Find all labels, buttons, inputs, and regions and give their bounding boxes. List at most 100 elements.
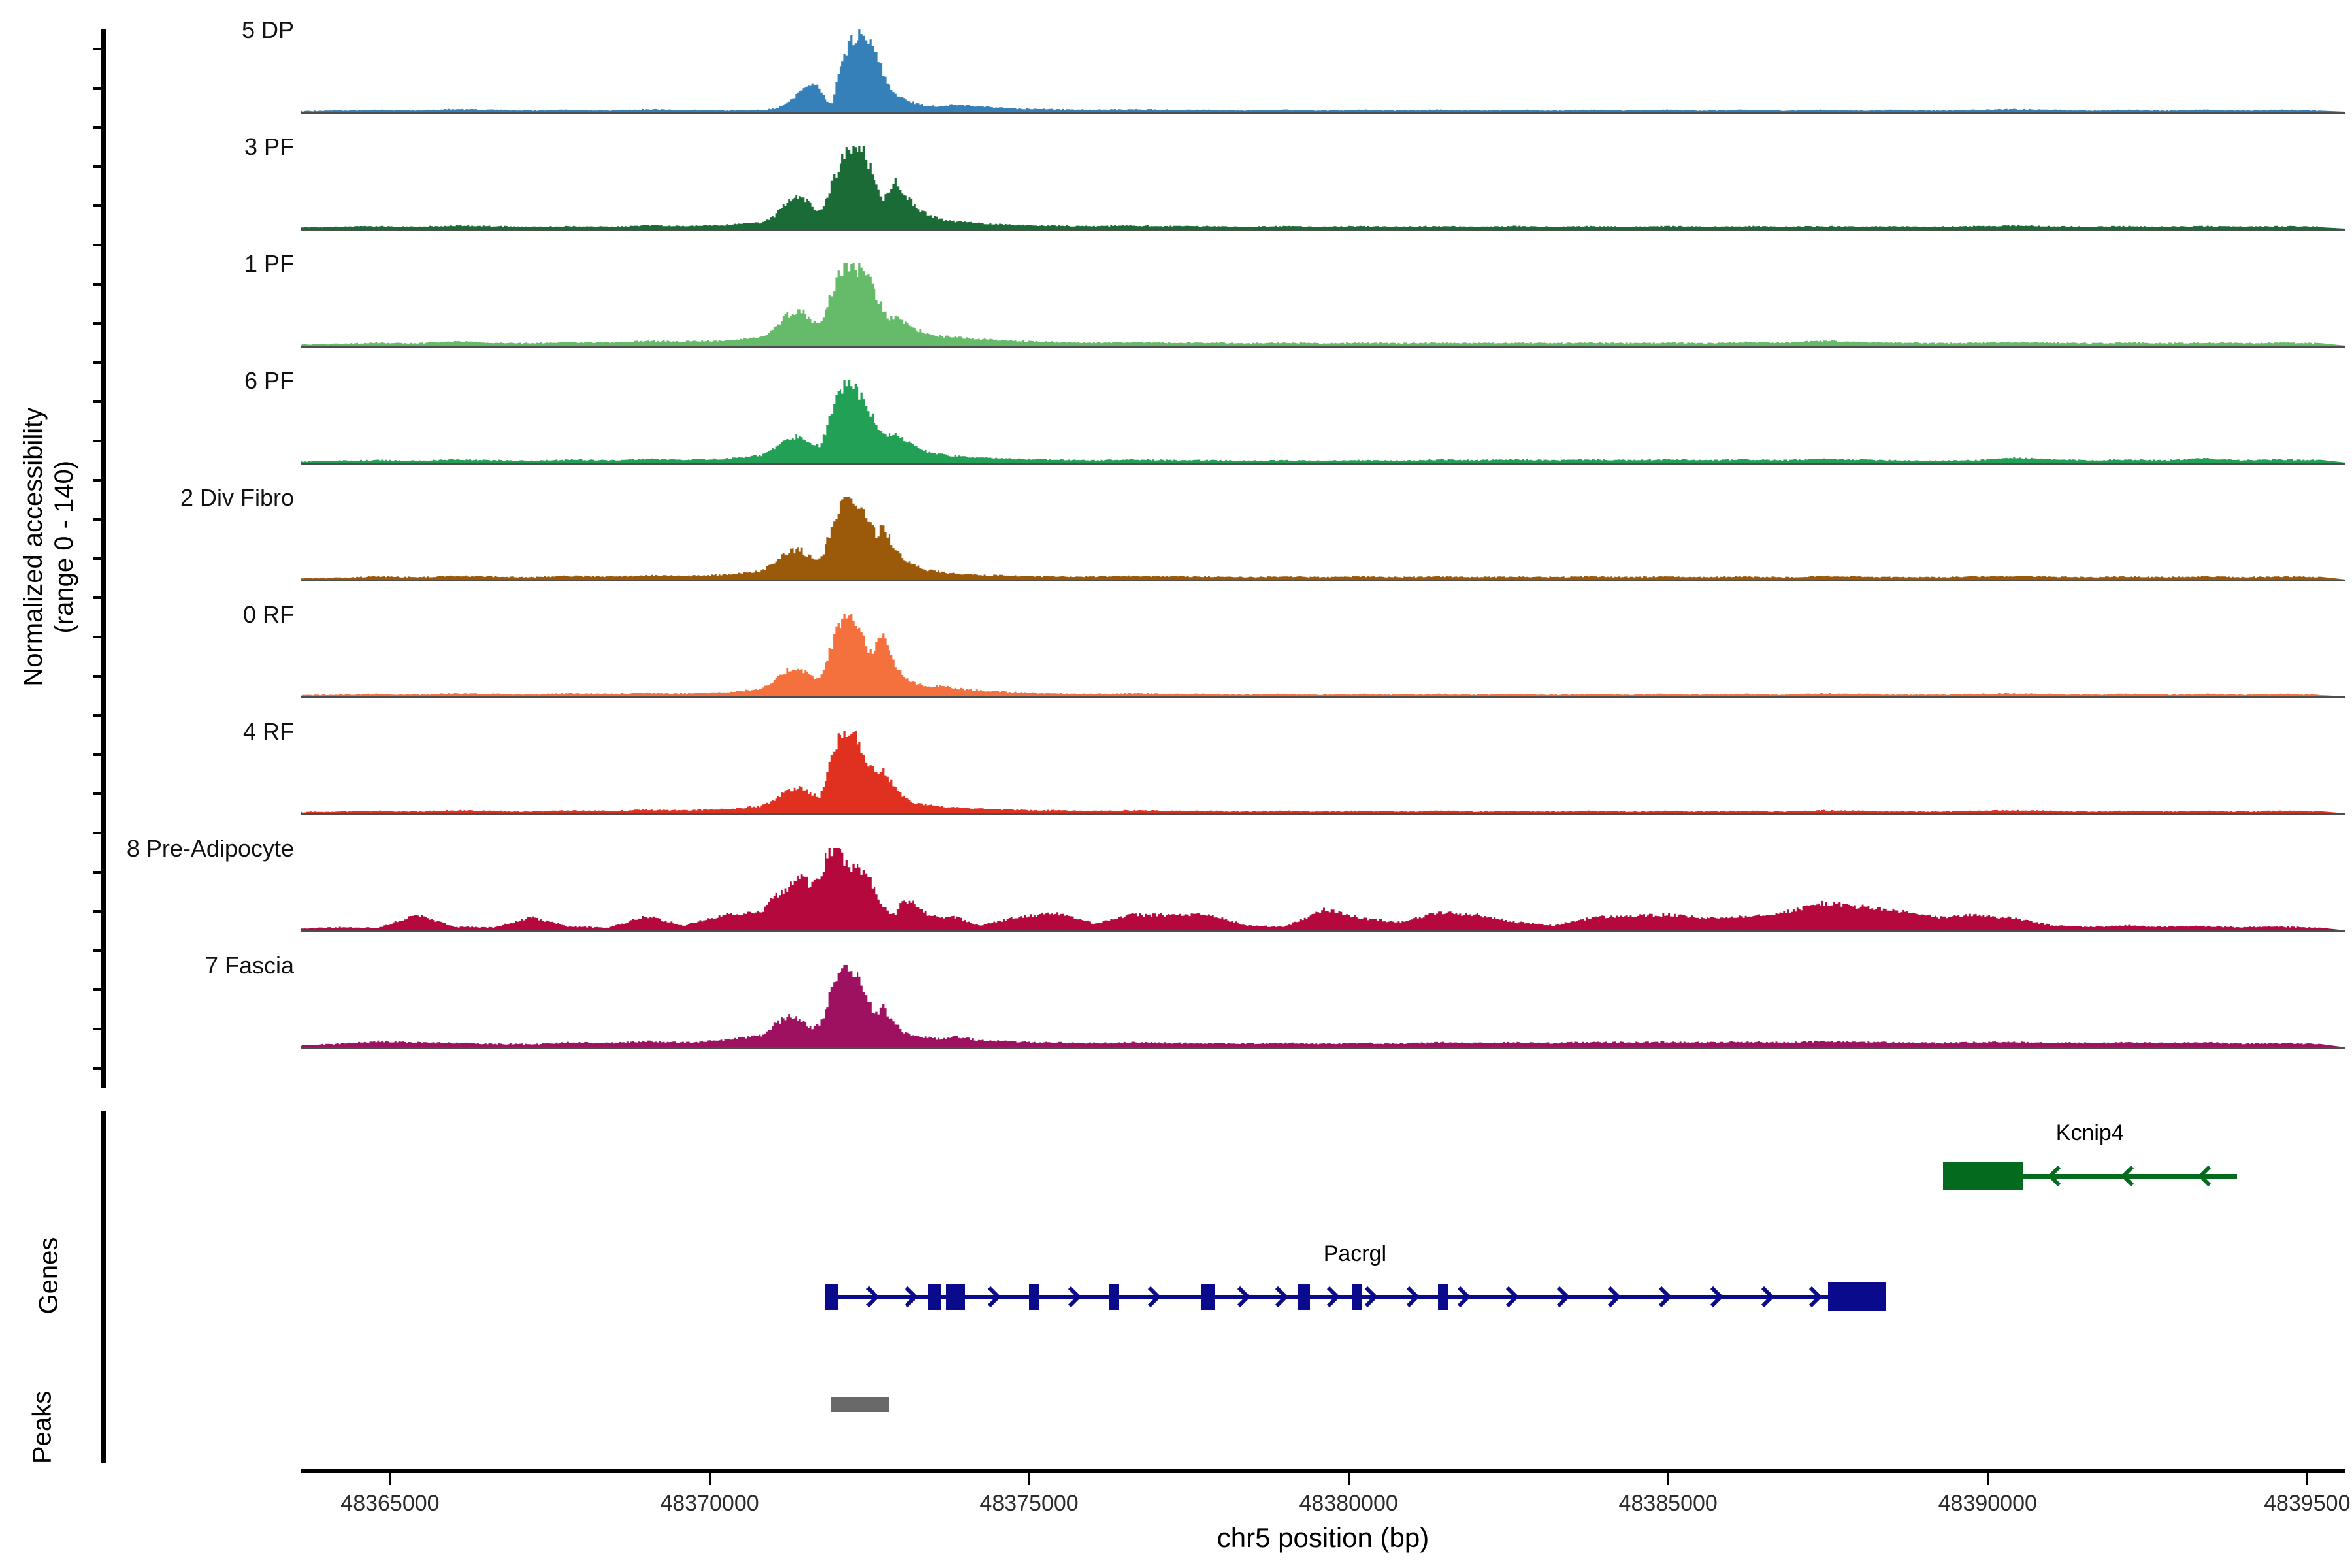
x-axis-tick <box>2306 1473 2309 1485</box>
strand-arrow-right-icon <box>1147 1286 1162 1308</box>
strand-arrow-right-icon <box>904 1286 919 1308</box>
x-axis-tick <box>389 1473 391 1485</box>
gene-exon <box>1827 1282 1886 1311</box>
y-axis-tick <box>93 949 106 952</box>
x-axis-tick-label: 48380000 <box>1299 1491 1398 1516</box>
y-axis-tick <box>93 1067 106 1070</box>
signal-track-label: 0 RF <box>242 601 294 628</box>
genes-axis-spine <box>101 1111 106 1424</box>
x-axis-tick <box>1667 1473 1670 1485</box>
signal-area <box>301 965 2345 1047</box>
y-axis-tick <box>93 400 106 403</box>
strand-arrow-right-icon <box>1761 1286 1775 1308</box>
signal-area <box>301 380 2345 463</box>
y-axis-tick <box>93 832 106 834</box>
signal-track-label: 6 PF <box>244 367 294 394</box>
peaks-axis-spine <box>101 1365 106 1463</box>
strand-arrow-right-icon <box>1326 1286 1340 1308</box>
signal-baseline <box>301 930 2345 932</box>
signal-track-label: 1 PF <box>244 250 294 277</box>
signal-baseline <box>301 580 2345 581</box>
y-axis-tick <box>93 48 106 50</box>
strand-arrow-right-icon <box>1365 1286 1379 1308</box>
x-axis-spine <box>301 1469 2345 1473</box>
y-axis-tick <box>93 518 106 521</box>
gene-intron-line <box>1942 1174 2237 1179</box>
x-axis-tick-label: 48370000 <box>660 1491 759 1516</box>
strand-arrow-left-icon <box>2197 1165 2211 1187</box>
signal-area <box>301 614 2345 696</box>
strand-arrow-right-icon <box>1556 1286 1571 1308</box>
strand-arrow-left-icon <box>2047 1165 2061 1187</box>
y-axis-tick <box>93 1028 106 1030</box>
y-axis-tick <box>93 714 106 717</box>
y-axis-tick <box>93 988 106 991</box>
signal-baseline <box>301 1047 2345 1049</box>
strand-arrow-right-icon <box>1809 1286 1823 1308</box>
y-axis-tick <box>93 87 106 90</box>
x-axis-tick <box>709 1473 711 1485</box>
signal-baseline <box>301 229 2345 231</box>
x-axis-tick-label: 48365000 <box>340 1491 440 1516</box>
signal-area <box>301 146 2345 229</box>
signal-track-label: 3 PF <box>244 133 294 160</box>
y-axis-tick <box>93 557 106 560</box>
x-axis-tick-label: 48375000 <box>979 1491 1079 1516</box>
strand-arrow-right-icon <box>1237 1286 1250 1308</box>
signal-baseline <box>301 346 2345 348</box>
y-axis-tick <box>93 792 106 795</box>
signal-track-label: 4 RF <box>242 718 294 745</box>
y-axis-tick <box>93 440 106 442</box>
x-axis-tick <box>1987 1473 1989 1485</box>
signal-baseline <box>301 112 2345 114</box>
genes-section-label: Genes <box>34 1237 63 1315</box>
signal-track-label: 8 Pre-Adipocyte <box>126 835 294 862</box>
y-axis-tick <box>93 204 106 207</box>
gene-exon <box>1297 1284 1311 1310</box>
peaks-section-label: Peaks <box>27 1390 57 1464</box>
strand-arrow-right-icon <box>1607 1286 1622 1308</box>
strand-arrow-right-icon <box>1659 1286 1673 1308</box>
x-axis-tick <box>1348 1473 1350 1485</box>
gene-exon <box>825 1284 838 1310</box>
y-axis-tick <box>93 322 106 325</box>
signal-area <box>301 497 2345 580</box>
strand-arrow-right-icon <box>1275 1286 1289 1308</box>
y-axis-tick <box>93 910 106 913</box>
gene-exon <box>945 1284 966 1310</box>
x-axis-tick <box>1028 1473 1031 1485</box>
y-axis-tick <box>93 244 106 246</box>
x-axis-tick-label: 4839500 <box>2264 1491 2351 1516</box>
gene-name-label: Kcnip4 <box>2055 1120 2124 1145</box>
y-axis-tick <box>93 753 106 756</box>
strand-arrow-right-icon <box>866 1286 880 1308</box>
gene-exon <box>928 1284 941 1310</box>
signal-baseline <box>301 696 2345 698</box>
strand-arrow-right-icon <box>1458 1286 1471 1308</box>
peak-region[interactable] <box>830 1397 889 1412</box>
signal-track-label: 2 Div Fibro <box>180 484 294 511</box>
gene-exon <box>1029 1284 1039 1310</box>
y-axis-tick <box>93 126 106 129</box>
y-axis-tick <box>93 871 106 874</box>
strand-arrow-right-icon <box>1406 1286 1420 1308</box>
y-axis-tick <box>93 283 106 286</box>
gene-exon <box>1109 1284 1119 1310</box>
y-axis-tick <box>93 361 106 364</box>
signal-track-label: 5 DP <box>241 16 294 43</box>
y-axis-tick <box>93 479 106 482</box>
x-axis-tick-label: 48390000 <box>1938 1491 2037 1516</box>
signal-area <box>301 263 2345 346</box>
strand-arrow-right-icon <box>1710 1286 1723 1308</box>
signal-area <box>301 848 2345 930</box>
y-axis-tick <box>93 675 106 678</box>
gene-exon <box>1942 1162 2023 1190</box>
signal-area <box>301 29 2345 112</box>
signal-baseline <box>301 813 2345 815</box>
signal-area <box>301 731 2345 813</box>
x-axis-title: chr5 position (bp) <box>1217 1522 1429 1553</box>
gene-exon <box>1201 1284 1215 1310</box>
gene-exon <box>1352 1284 1362 1310</box>
gene-exon <box>1438 1284 1448 1310</box>
signal-baseline <box>301 463 2345 465</box>
